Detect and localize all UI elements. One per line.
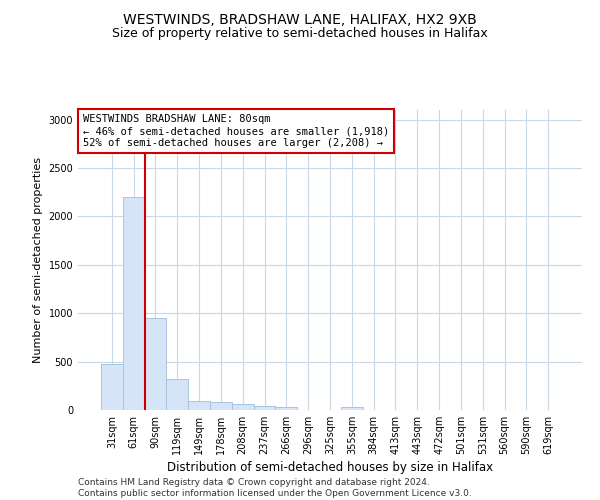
Bar bbox=[145, 318, 166, 410]
Bar bbox=[188, 401, 210, 410]
Text: WESTWINDS, BRADSHAW LANE, HALIFAX, HX2 9XB: WESTWINDS, BRADSHAW LANE, HALIFAX, HX2 9… bbox=[123, 12, 477, 26]
Bar bbox=[210, 402, 232, 410]
Text: Size of property relative to semi-detached houses in Halifax: Size of property relative to semi-detach… bbox=[112, 28, 488, 40]
Text: Contains HM Land Registry data © Crown copyright and database right 2024.
Contai: Contains HM Land Registry data © Crown c… bbox=[78, 478, 472, 498]
Bar bbox=[101, 364, 123, 410]
Bar bbox=[275, 407, 297, 410]
Bar bbox=[254, 406, 275, 410]
Bar bbox=[232, 404, 254, 410]
Bar bbox=[123, 197, 145, 410]
Y-axis label: Number of semi-detached properties: Number of semi-detached properties bbox=[33, 157, 43, 363]
Bar bbox=[166, 379, 188, 410]
Text: WESTWINDS BRADSHAW LANE: 80sqm
← 46% of semi-detached houses are smaller (1,918): WESTWINDS BRADSHAW LANE: 80sqm ← 46% of … bbox=[83, 114, 389, 148]
Bar bbox=[341, 407, 363, 410]
X-axis label: Distribution of semi-detached houses by size in Halifax: Distribution of semi-detached houses by … bbox=[167, 461, 493, 474]
